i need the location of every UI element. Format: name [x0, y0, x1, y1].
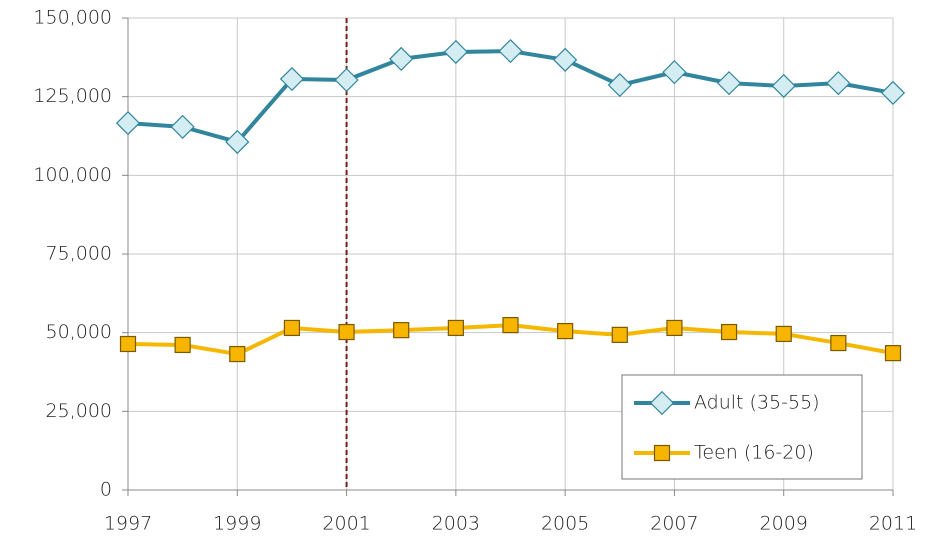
- data-point: [662, 60, 687, 85]
- data-point: [279, 66, 305, 92]
- y-tick-label: 100,000: [33, 164, 112, 186]
- data-point: [884, 345, 902, 362]
- data-point: [720, 323, 738, 341]
- data-point: [775, 325, 792, 343]
- y-tick-label: 75,000: [46, 243, 112, 265]
- data-point: [389, 46, 414, 72]
- y-tick-label: 50,000: [46, 321, 112, 343]
- x-tick-label: 2005: [541, 513, 589, 535]
- legend-marker: [653, 444, 671, 462]
- y-tick-label: 125,000: [33, 85, 112, 107]
- y-tick-label: 25,000: [46, 400, 112, 422]
- x-tick-label: 2007: [650, 513, 698, 535]
- data-point: [115, 111, 141, 136]
- data-point: [557, 322, 574, 340]
- data-point: [119, 335, 137, 353]
- data-point: [393, 322, 410, 339]
- data-point: [666, 319, 683, 337]
- x-tick-label: 2001: [322, 513, 370, 535]
- data-point: [716, 71, 742, 96]
- data-point: [283, 319, 301, 337]
- legend-marker: [649, 390, 675, 416]
- data-point: [443, 39, 468, 65]
- data-point: [771, 73, 796, 99]
- data-point: [498, 38, 523, 64]
- legend-label: Adult (35-55): [694, 392, 820, 414]
- x-tick-label: 2009: [760, 513, 808, 535]
- data-point: [170, 114, 195, 139]
- data-point: [826, 71, 851, 96]
- data-point: [553, 47, 578, 72]
- y-tick-label: 150,000: [33, 7, 112, 29]
- data-point: [830, 334, 847, 352]
- data-point: [607, 72, 632, 98]
- data-point: [502, 317, 519, 334]
- data-point: [334, 67, 359, 93]
- data-point: [880, 80, 906, 105]
- data-point: [611, 326, 628, 343]
- data-point: [225, 129, 250, 155]
- x-tick-label: 2011: [869, 513, 917, 535]
- data-point: [174, 336, 191, 354]
- legend-label: Teen (16-20): [694, 442, 814, 464]
- data-point: [447, 319, 464, 337]
- x-tick-label: 1997: [104, 513, 152, 535]
- x-tick-label: 2003: [432, 513, 480, 535]
- data-point: [229, 345, 246, 363]
- y-tick-label: 0: [100, 479, 112, 501]
- data-point: [338, 323, 355, 341]
- x-tick-label: 1999: [213, 513, 261, 535]
